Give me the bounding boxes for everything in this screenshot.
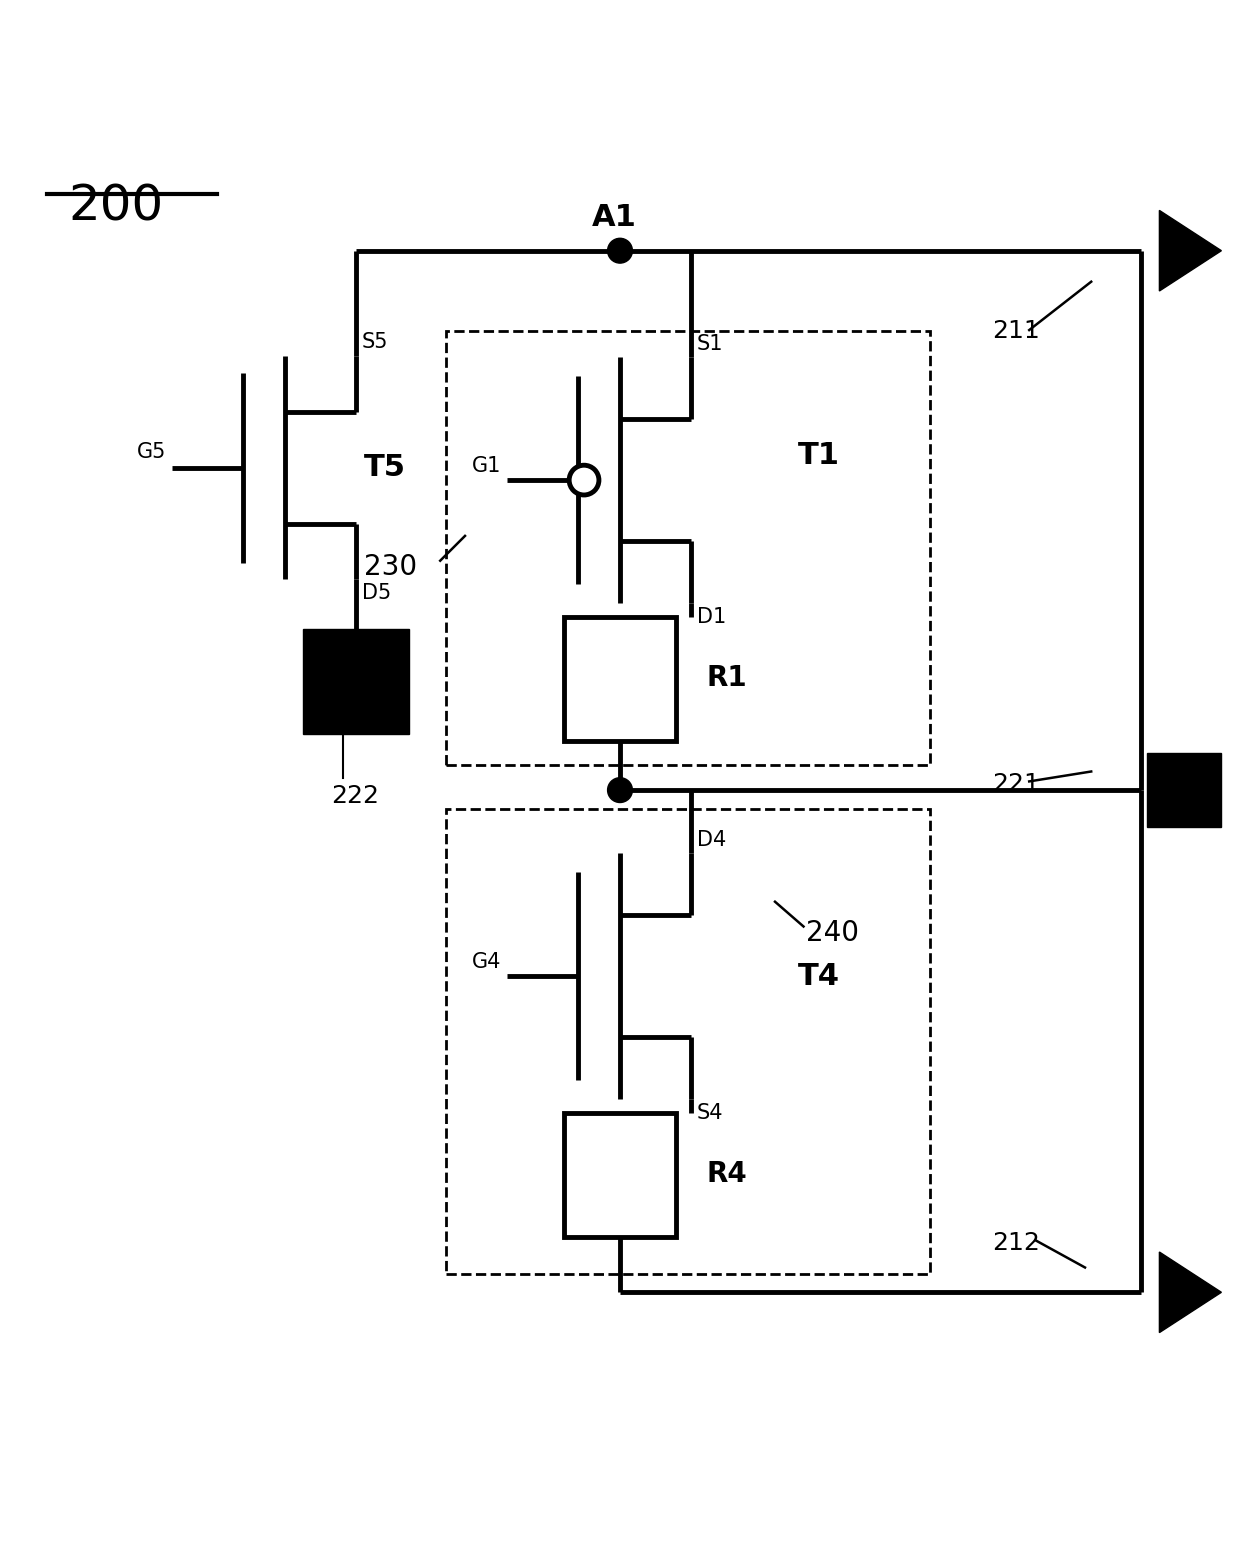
Bar bbox=[446, 809, 930, 1273]
Circle shape bbox=[608, 778, 632, 802]
Text: G1: G1 bbox=[471, 457, 501, 477]
Text: S1: S1 bbox=[697, 333, 723, 353]
Circle shape bbox=[608, 238, 632, 264]
Bar bbox=[446, 332, 930, 765]
Text: S4: S4 bbox=[697, 1103, 723, 1123]
Bar bbox=[1147, 753, 1221, 827]
Text: 230: 230 bbox=[365, 552, 417, 580]
Text: S5: S5 bbox=[362, 332, 388, 352]
Polygon shape bbox=[1159, 210, 1221, 292]
Text: T1: T1 bbox=[797, 441, 839, 469]
Text: G4: G4 bbox=[471, 952, 501, 972]
Text: R4: R4 bbox=[707, 1160, 748, 1188]
Text: 200: 200 bbox=[68, 182, 164, 230]
Text: G5: G5 bbox=[136, 441, 166, 461]
Text: 212: 212 bbox=[992, 1231, 1040, 1254]
Bar bbox=[564, 1113, 676, 1236]
Text: D1: D1 bbox=[697, 606, 727, 626]
Text: R1: R1 bbox=[707, 665, 748, 693]
Text: 222: 222 bbox=[331, 784, 379, 809]
Text: T5: T5 bbox=[363, 454, 405, 483]
Text: 221: 221 bbox=[992, 772, 1040, 796]
Text: D4: D4 bbox=[697, 830, 727, 850]
Bar bbox=[564, 617, 676, 741]
Circle shape bbox=[569, 466, 599, 495]
Text: 240: 240 bbox=[806, 918, 859, 947]
Bar bbox=[303, 630, 408, 734]
Text: 211: 211 bbox=[992, 319, 1040, 343]
Text: T4: T4 bbox=[797, 961, 839, 991]
Text: D5: D5 bbox=[362, 583, 392, 603]
Text: A1: A1 bbox=[591, 204, 636, 231]
Polygon shape bbox=[1159, 1251, 1221, 1333]
